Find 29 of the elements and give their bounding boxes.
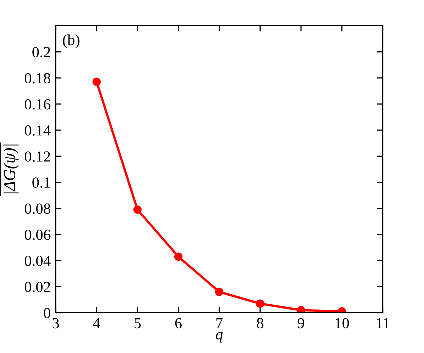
y-tick-label: 0.08 <box>24 204 51 214</box>
y-tick-label: 0.12 <box>24 152 50 162</box>
x-tick-label: 9 <box>298 318 304 329</box>
x-axis-title: q <box>216 332 223 343</box>
x-tick-label: 8 <box>257 318 264 329</box>
x-tick-label: 11 <box>376 318 390 328</box>
point <box>215 288 224 296</box>
point <box>256 300 265 308</box>
y-tick-label: 0.2 <box>32 47 50 58</box>
point <box>297 306 306 313</box>
x-tick-label: 4 <box>93 318 100 328</box>
y-tick-label: 0.1 <box>32 178 50 188</box>
y-tick-label: 0.04 <box>24 256 51 266</box>
y-tick-label: 0.06 <box>24 230 51 240</box>
point <box>92 78 102 86</box>
y-tick-label: 0.18 <box>24 73 51 84</box>
annotation: (b) <box>63 34 80 48</box>
y-tick-label: 0.16 <box>24 99 51 110</box>
y-axis-title: |ΔG(ψ)| <box>4 144 19 194</box>
point <box>134 206 142 214</box>
x-tick-label: 6 <box>175 318 182 329</box>
x-tick-label: 3 <box>52 318 60 329</box>
x-tick-label: 10 <box>336 318 350 329</box>
y-tick-label: 0.02 <box>24 282 50 292</box>
y-tick-label: 0.14 <box>24 126 51 136</box>
x-tick-label: 7 <box>216 318 223 328</box>
y-tick-label: 0 <box>44 308 51 318</box>
point <box>174 252 183 262</box>
x-tick-label: 5 <box>134 318 141 329</box>
